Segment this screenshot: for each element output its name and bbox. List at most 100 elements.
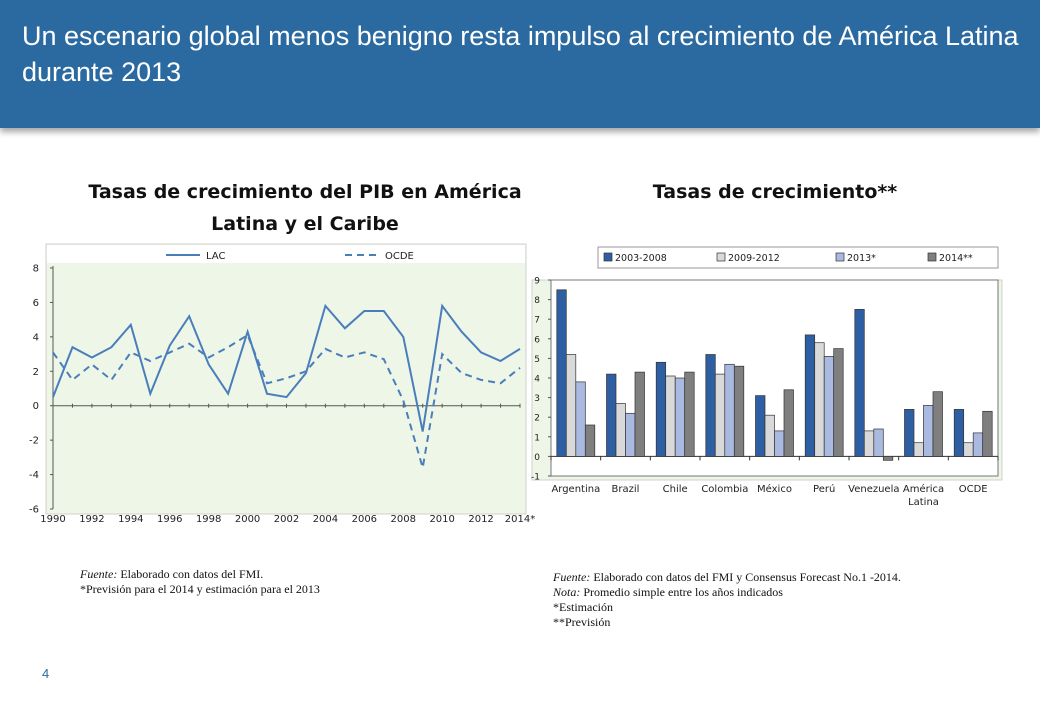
category-label: México	[757, 483, 792, 495]
bar-2003-2008	[556, 289, 567, 457]
y-tick-label: 3	[534, 394, 540, 404]
legend-swatch	[927, 252, 937, 262]
y-tick-label: 1	[534, 433, 540, 443]
y-tick-label: 9	[534, 277, 540, 287]
bar-2014	[833, 348, 844, 457]
category-label: Latina	[908, 497, 939, 508]
right-chart-title: Tasas de crecimiento**	[652, 181, 898, 203]
plot-background	[45, 243, 527, 515]
source-label: Fuente:	[553, 570, 591, 584]
x-tick-label: 2012	[468, 514, 493, 525]
y-tick-label: 8	[33, 264, 39, 275]
bar-2013	[972, 432, 984, 457]
forecast-note: *Previsión para el 2014 y estimación par…	[80, 582, 320, 596]
bar-2003-2008	[854, 309, 865, 457]
bar-2009-2012	[615, 403, 626, 457]
title-bar: Un escenario global menos benigno resta …	[0, 0, 1040, 128]
bar-2003-2008	[904, 409, 915, 457]
bar-2013	[575, 381, 586, 457]
bar-2013	[674, 377, 686, 457]
bar-2013	[823, 356, 835, 457]
category-label: Colombia	[701, 484, 748, 495]
y-tick-label: -6	[29, 505, 39, 516]
page-number: 4	[42, 666, 50, 681]
y-tick-label: 2	[534, 414, 540, 424]
bar-2014	[634, 371, 645, 457]
bar-2003-2008	[606, 373, 617, 457]
category-label: Brazil	[612, 484, 640, 495]
bar-2009-2012	[714, 373, 726, 457]
category-label: Venezuela	[848, 484, 899, 495]
right-chart-notes: Fuente: Elaborado con datos del FMI y Co…	[553, 570, 901, 630]
x-tick-label: 1996	[157, 514, 182, 525]
left-chart-notes: Fuente: Elaborado con datos del FMI. *Pr…	[80, 567, 320, 597]
x-tick-label: 1992	[79, 514, 104, 525]
y-tick-label: 4	[33, 332, 39, 343]
legend-swatch	[835, 252, 845, 262]
category-label: Chile	[663, 484, 688, 495]
legend-label: 2003-2008	[615, 253, 667, 264]
bar-2013	[625, 412, 636, 457]
legend-box	[597, 246, 999, 269]
x-tick-label: 2002	[274, 514, 299, 525]
bar-2003-2008	[953, 409, 965, 457]
x-tick-label: 1994	[118, 514, 143, 525]
x-tick-label: 1990	[40, 514, 65, 525]
series-line-ocde	[52, 333, 521, 468]
x-tick-label: 2008	[391, 514, 416, 525]
y-tick-label: 6	[534, 335, 540, 345]
bar-2013	[923, 405, 934, 457]
bar-2009-2012	[814, 342, 825, 457]
x-tick-label: 2004	[313, 514, 338, 525]
y-tick-label: 2	[33, 367, 39, 378]
y-tick-label: 0	[33, 401, 39, 412]
legend-swatch	[603, 252, 613, 262]
y-tick-label: 6	[33, 298, 39, 309]
y-tick-label: 7	[534, 316, 540, 326]
slide-title: Un escenario global menos benigno resta …	[22, 21, 1019, 87]
bar-2014	[733, 365, 745, 457]
bar-2014	[932, 391, 943, 457]
source-label: Fuente:	[80, 567, 118, 581]
estimate-note: *Estimación	[553, 600, 613, 614]
x-tick-label: 2006	[352, 514, 377, 525]
bar-2009-2012	[863, 430, 875, 457]
left-chart-title: Tasas de crecimiento del PIB en América …	[88, 181, 522, 235]
category-label: Argentina	[551, 484, 600, 495]
bar-2003-2008	[755, 395, 766, 457]
x-tick-label: 2014*	[505, 514, 535, 525]
legend-label: OCDE	[385, 251, 414, 262]
legend-label: 2014**	[939, 253, 973, 264]
bar-2014	[783, 389, 794, 457]
y-tick-label: -4	[29, 470, 39, 481]
bar-chart: 9 8 7 6 5 4 3 2 1 0 -1 2003-2008 2009-2012 2013* 2014*…	[531, 246, 1003, 508]
x-tick-label: 1998	[196, 514, 221, 525]
bar-2013	[873, 428, 884, 457]
forecast-note: **Previsión	[553, 615, 611, 629]
source-text: Elaborado con datos del FMI y Consensus …	[590, 570, 901, 584]
y-tick-label: 4	[534, 375, 540, 385]
bar-2003-2008	[655, 361, 667, 457]
y-tick-label: 0	[534, 453, 540, 463]
bar-2009-2012	[963, 442, 974, 457]
bar-2014	[982, 410, 993, 457]
note-text: Promedio simple entre los años indicados	[580, 585, 783, 599]
x-tick-label: 2010	[429, 514, 454, 525]
source-text: Elaborado con datos del FMI.	[117, 567, 264, 581]
bar-2003-2008	[804, 334, 816, 457]
y-tick-label: 5	[534, 355, 540, 365]
category-label: OCDE	[959, 484, 988, 495]
y-tick-label: 8	[534, 296, 540, 306]
bar-2014	[684, 371, 695, 457]
y-tick-label: -2	[29, 436, 39, 447]
legend-box	[47, 245, 525, 263]
category-label: América	[903, 483, 944, 495]
legend-label: LAC	[206, 251, 225, 262]
bar-2014	[882, 456, 894, 461]
category-label: Perú	[813, 483, 835, 495]
bar-2013	[774, 430, 785, 457]
note-label: Nota:	[553, 585, 581, 599]
series-line-lac	[52, 303, 521, 432]
bar-2009-2012	[565, 354, 577, 457]
